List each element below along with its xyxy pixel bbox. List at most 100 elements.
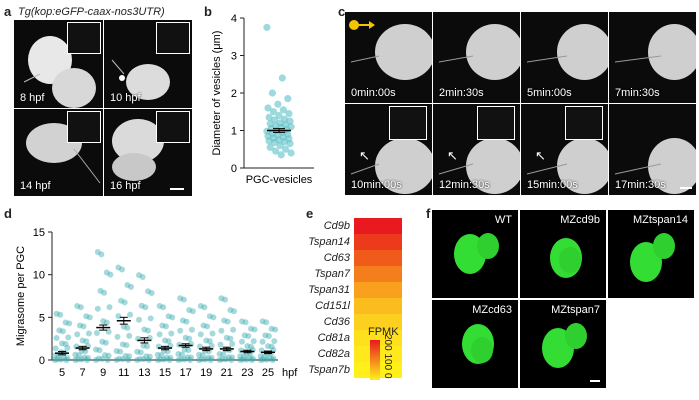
data-point: [128, 283, 134, 290]
data-point: [275, 111, 283, 120]
y-tick-label: 0: [231, 163, 237, 175]
cell-graphic: [350, 24, 432, 80]
data-point: [179, 317, 186, 324]
data-point: [184, 354, 191, 361]
inset: [565, 106, 603, 140]
data-point: [223, 334, 230, 341]
data-point: [259, 318, 266, 325]
data-point: [93, 346, 99, 353]
data-point: [209, 330, 216, 337]
data-point: [156, 331, 163, 338]
inset: [67, 111, 101, 143]
data-point: [177, 295, 184, 302]
data-point: [265, 343, 271, 350]
cell-graphic: [526, 138, 608, 194]
data-point: [54, 356, 61, 363]
data-point: [83, 313, 90, 320]
data-point: [270, 355, 277, 362]
data-point: [72, 357, 79, 363]
data-point: [148, 289, 155, 296]
data-point: [219, 356, 226, 363]
data-point: [242, 319, 249, 326]
data-point: [217, 341, 224, 348]
data-point: [98, 251, 105, 258]
data-point: [95, 355, 102, 362]
data-point: [222, 296, 228, 303]
data-point: [74, 303, 81, 310]
data-point: [178, 356, 185, 363]
data-point: [200, 322, 207, 329]
data-point: [188, 326, 195, 333]
data-point: [126, 353, 133, 360]
data-point: [119, 341, 126, 348]
data-point: [105, 352, 112, 359]
data-point: [216, 357, 223, 363]
cell-graphic: [454, 233, 499, 274]
data-point: [188, 354, 194, 361]
data-point: [218, 295, 225, 302]
data-point: [141, 326, 148, 333]
data-point: [162, 323, 169, 330]
data-point: [208, 342, 215, 349]
data-point: [199, 352, 206, 359]
data-point: [210, 314, 217, 321]
data-point: [146, 334, 153, 341]
data-point: [118, 297, 125, 304]
cell-graphic: [550, 238, 582, 278]
data-point: [113, 357, 120, 363]
scale-bar: [170, 188, 184, 190]
data-point: [121, 299, 128, 306]
gene-label: Tspan14: [308, 236, 350, 248]
x-tick-label: 7: [80, 367, 86, 379]
data-point: [208, 354, 215, 361]
time-label: 10 hpf: [110, 92, 141, 104]
data-point: [51, 352, 58, 359]
time-label: 12min:30s: [439, 179, 490, 191]
data-point: [271, 338, 278, 345]
data-point: [97, 287, 104, 294]
time-label: 14 hpf: [20, 180, 51, 192]
data-point: [115, 264, 122, 271]
data-point: [230, 326, 237, 333]
data-point: [60, 354, 67, 361]
panel-d-label: d: [4, 206, 12, 221]
gene-label: Cd151l: [315, 300, 350, 312]
data-point: [85, 330, 92, 337]
scale-mid: 100: [382, 353, 393, 371]
gene-label: Cd63: [323, 252, 350, 264]
data-point: [56, 327, 63, 334]
inset: [477, 106, 515, 140]
data-point: [271, 138, 279, 147]
data-point: [106, 304, 113, 311]
scale-max: 200: [382, 334, 393, 351]
data-point: [241, 332, 248, 339]
image-a-16hpf: 16 hpf: [104, 109, 192, 196]
data-point: [224, 318, 231, 325]
data-point: [196, 351, 202, 358]
data-point: [248, 356, 255, 363]
genotype-image: MZtspan7: [520, 300, 606, 388]
y-axis-label: Diameter of vesicles (μm): [211, 31, 223, 156]
data-point: [117, 348, 124, 355]
data-point: [262, 332, 269, 339]
data-point: [268, 343, 275, 350]
data-point: [269, 108, 278, 116]
data-point: [154, 351, 161, 358]
timelapse-grid: 0min:00s 2min:30s 5min:00s 7min:30s ↖ 10m…: [345, 12, 696, 196]
x-tick-label: 19: [200, 367, 212, 379]
data-point: [99, 355, 106, 362]
data-point: [229, 340, 236, 347]
arrow-icon: ↖: [447, 148, 458, 163]
data-point: [64, 344, 71, 351]
data-point: [240, 353, 247, 360]
data-point: [159, 322, 166, 329]
scale-bar: [680, 187, 692, 189]
x-tick-label: 5: [59, 367, 65, 379]
data-point: [76, 322, 83, 329]
data-point: [264, 356, 271, 363]
data-point: [287, 149, 295, 157]
data-point: [197, 331, 204, 338]
data-point: [169, 314, 176, 321]
time-label: 10min:00s: [351, 179, 402, 191]
data-point: [248, 343, 254, 350]
